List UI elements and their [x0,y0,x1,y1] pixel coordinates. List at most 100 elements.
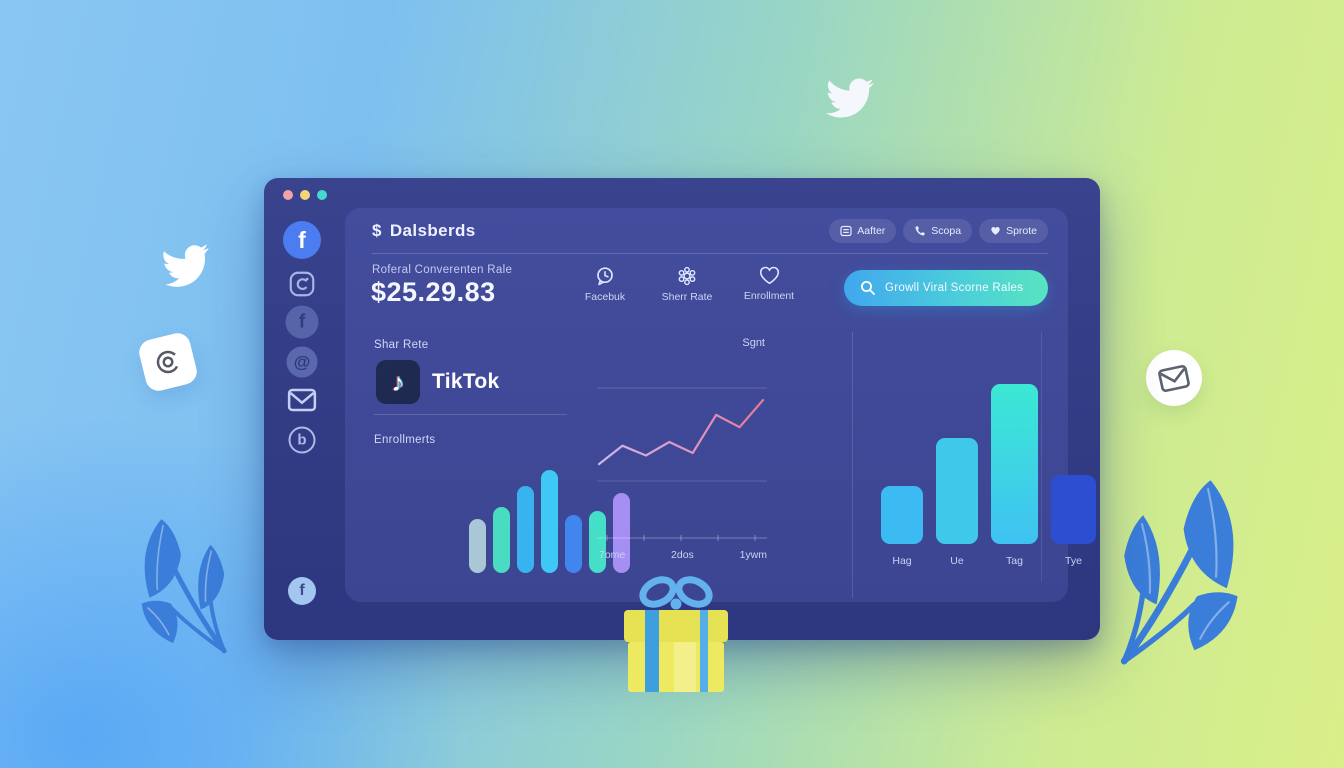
bar-column [613,470,630,573]
quick-item-enrollment[interactable]: Enrollment [733,266,805,302]
dashboard-window: f f @ b f $ Dalsberds [264,178,1100,640]
gift-box-icon [624,576,728,692]
x-tick-label: 2dos [671,549,694,561]
spiral-icon [156,350,180,374]
bar [565,515,582,573]
bar [991,384,1038,544]
minimize-window-button[interactable] [300,190,310,200]
window-controls [283,190,327,200]
facebook-glyph: f [298,311,306,332]
sidebar-item-mention[interactable]: @ [286,346,318,378]
bar [541,470,558,573]
dollar-icon: $ [372,221,382,240]
bar-column [493,470,510,573]
bar [469,519,486,573]
header-divider [372,253,1048,254]
x-tick-label: 7ome [599,549,626,561]
facebook-glyph: f [298,226,306,253]
instagram-icon [289,271,315,297]
quick-item-facebuk[interactable]: Facebuk [569,266,641,303]
bar-column [469,470,486,573]
twitter-bird-icon [155,238,219,294]
sidebar-item-facebook[interactable]: f [283,221,321,259]
sidebar-item-facebook-muted[interactable]: f [285,305,319,339]
scopa-button[interactable]: Scopa [903,219,973,243]
quick-item-label: Facebuk [584,291,626,303]
phone-icon [915,226,925,236]
at-sign-glyph: @ [293,352,311,371]
column-divider [1041,332,1042,582]
heart-outline-icon [759,266,779,285]
sidebar-item-b-badge[interactable]: b [288,426,316,454]
envelope-icon [1157,363,1192,394]
stat-label: Roferal Converenten Rale [372,264,513,276]
main-panel: $ Dalsberds Aafter Scopa [345,208,1096,602]
column-divider [852,332,853,598]
weekly-bar-chart: Hag Ue Tag Tye [881,383,1096,567]
share-rate-label: Shar Rete [374,339,429,351]
close-window-button[interactable] [283,190,293,200]
bar [613,493,630,573]
facebook-glyph: f [299,582,305,599]
button-label: Sprote [1006,225,1037,237]
quick-item-label: Enrollment [743,290,795,302]
search-label: Growll Viral Scorne Rales [885,282,1024,294]
sidebar-item-mail[interactable] [288,388,317,412]
bar-column [589,470,606,573]
bar-column: Tag [991,383,1038,567]
line-chart-x-labels: 7ome 2dos 1ywm [593,549,773,561]
b-glyph: b [297,431,307,449]
sprote-button[interactable]: Sprote [979,219,1048,243]
quick-item-label: Sherr Rate [661,291,713,303]
quick-item-sherr-rate[interactable]: Sherr Rate [651,266,723,303]
bar-column [517,470,534,573]
enrollments-bar-chart [469,470,630,573]
leaves-decoration [118,502,236,670]
bar [1051,475,1096,544]
tiktok-label: TikTok [432,370,500,393]
enrollments-label: Enrollmerts [374,434,436,446]
stat-value: $25.29.83 [371,277,496,307]
bar-column: Tye [1051,383,1096,567]
spiral-app-card [136,330,200,394]
envelope-icon [288,388,317,412]
search-icon [861,281,875,295]
bar-column: Hag [881,383,923,567]
sidebar-item-instagram[interactable] [289,271,316,298]
bar [881,486,923,544]
section-divider [374,414,567,415]
sidebar-item-facebook-footer[interactable]: f [288,577,316,605]
bar [517,486,534,573]
gear-flower-icon [678,266,696,286]
button-label: Aafter [857,225,886,237]
bar-column [565,470,582,573]
x-tick-label: 1ywm [739,549,767,561]
list-icon [840,225,852,237]
page-title: $ Dalsberds [372,221,476,240]
growth-score-search-button[interactable]: Growll Viral Scorne Rales [844,270,1048,306]
tiktok-channel-item[interactable]: ♪ TikTok [376,360,500,404]
tiktok-logo: ♪ [376,360,420,404]
leaves-decoration [1108,472,1270,672]
button-label: Scopa [931,225,962,237]
bar-category-label: Hag [892,555,912,567]
music-note-icon: ♪ [391,367,405,397]
trend-line-chart: Sgnt 7ome 2dos 1ywm [593,333,773,573]
aafter-button[interactable]: Aafter [829,219,897,243]
bar [936,438,978,544]
bar-category-label: Ue [950,555,964,567]
bar-column [541,470,558,573]
line-chart-legend: Sgnt [742,337,765,349]
bar [493,507,510,573]
heart-icon [991,227,1000,235]
bar-category-label: Tye [1065,555,1082,567]
bar [589,511,606,573]
gift-box-decoration [618,572,738,696]
twitter-bird-icon [820,74,880,122]
bar-category-label: Tag [1006,555,1023,567]
chat-bubble-icon [597,267,613,286]
mail-app-card [1146,350,1202,406]
zoom-window-button[interactable] [317,190,327,200]
header-actions: Aafter Scopa Sprote [829,219,1048,243]
